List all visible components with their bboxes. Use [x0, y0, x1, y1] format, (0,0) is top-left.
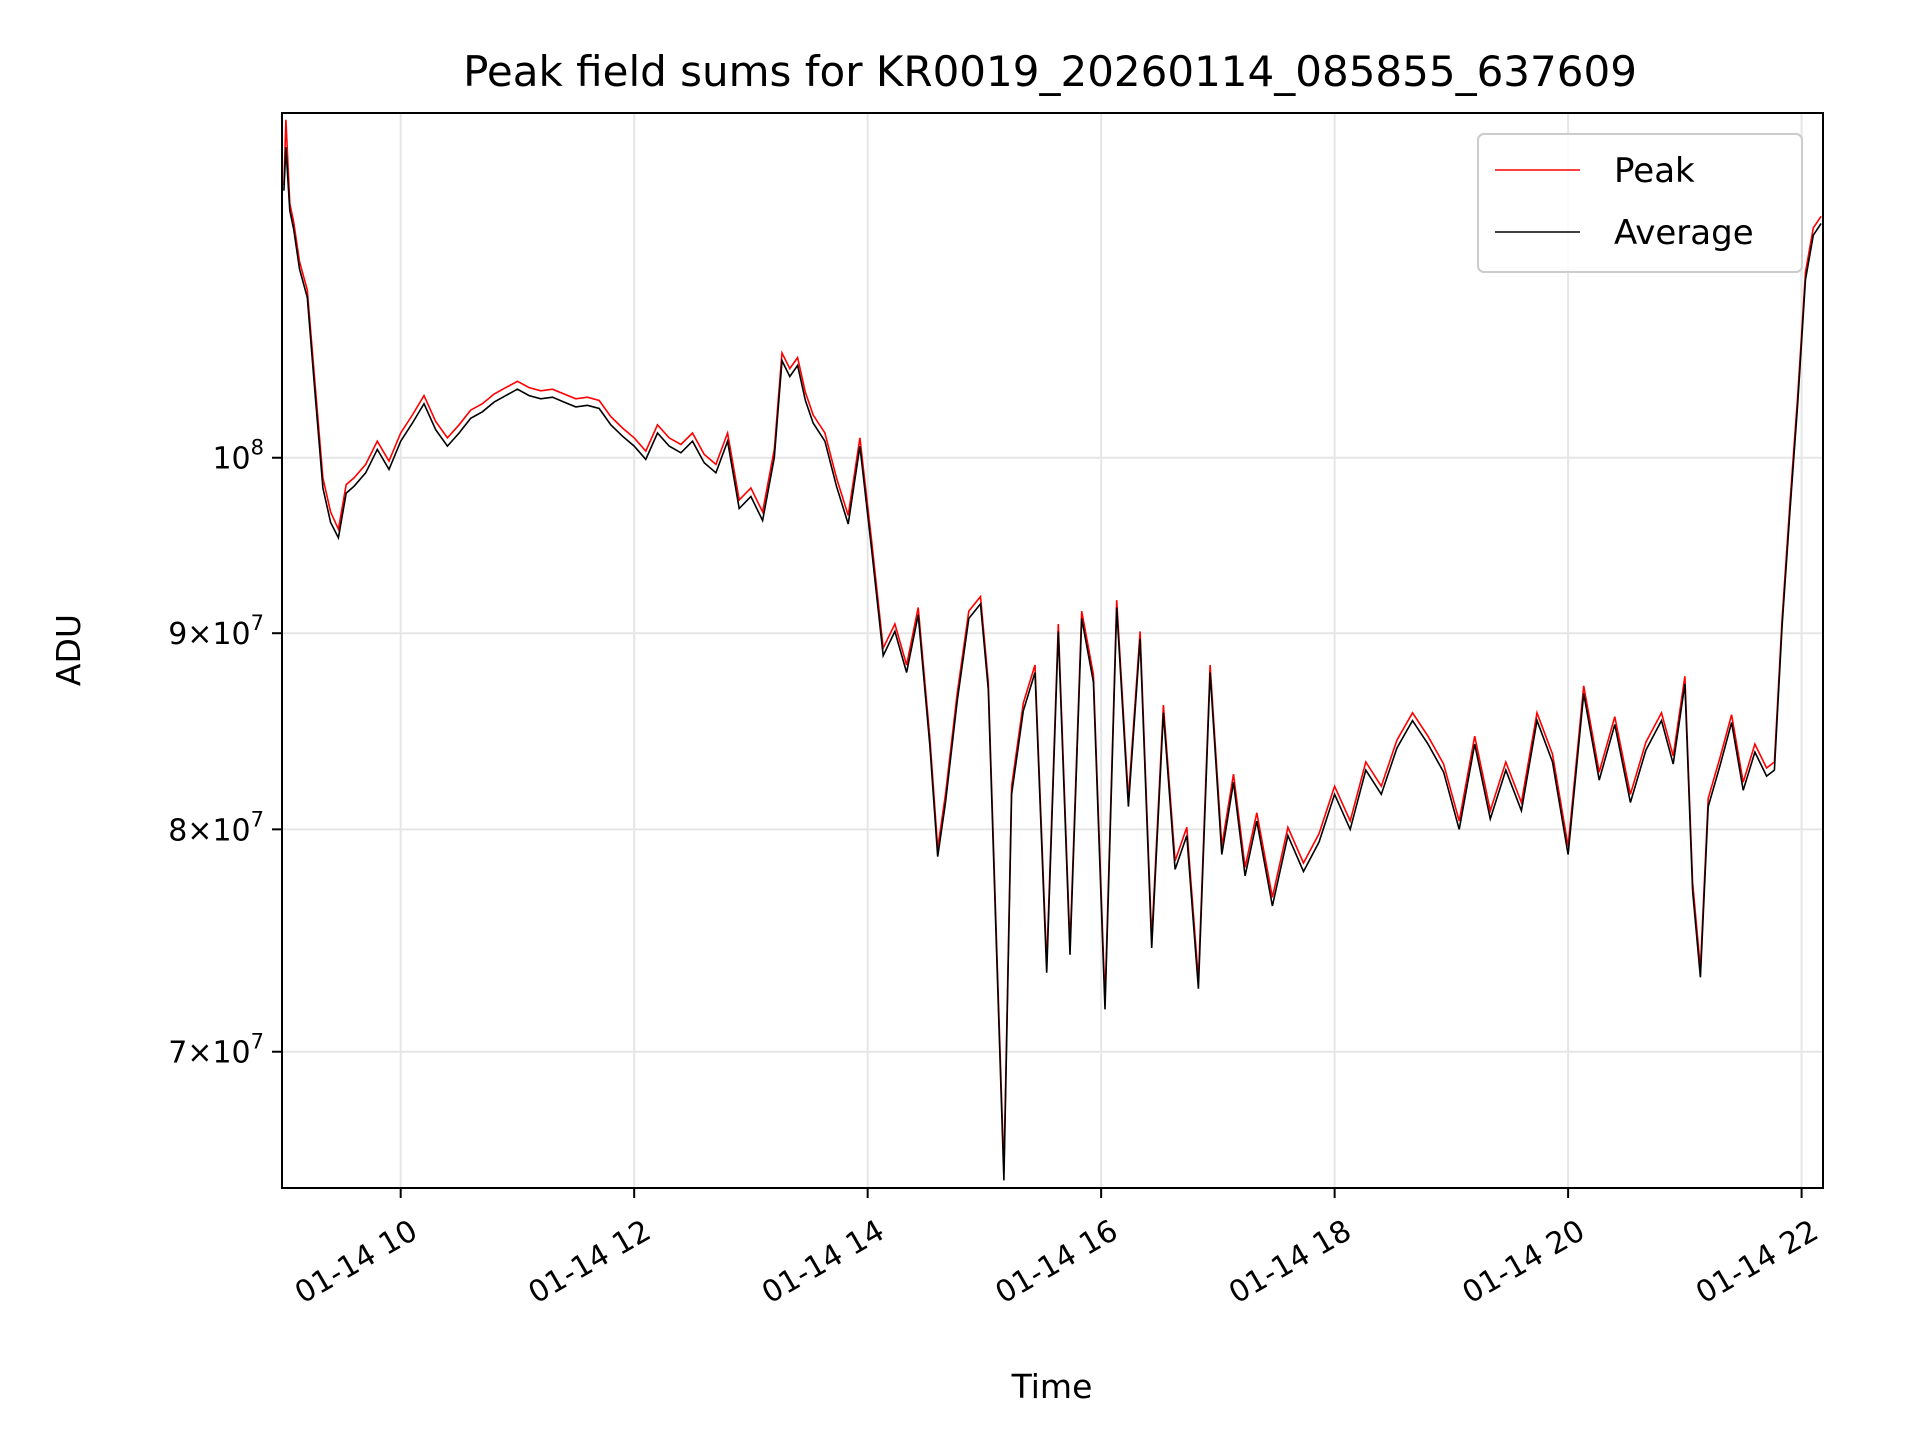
y-tick-label: 9×107: [168, 611, 264, 652]
y-tick-label: 7×107: [168, 1030, 264, 1071]
series-line-average: [283, 147, 1822, 1181]
chart-title: Peak field sums for KR0019_20260114_0858…: [463, 47, 1637, 96]
series-group: [283, 119, 1822, 1181]
legend-box: [1477, 133, 1803, 273]
y-tick-label: 108: [212, 436, 264, 477]
x-axis-title: Time: [1011, 1367, 1093, 1406]
y-tick-label: 8×107: [168, 807, 264, 848]
grid: [282, 113, 1823, 1188]
legend-label-average: Average: [1614, 213, 1754, 253]
y-axis-ticks: 7×107 8×107 9×107 108: [168, 436, 282, 1071]
legend: Peak Average: [1477, 133, 1803, 273]
y-axis-title: ADU: [49, 614, 88, 686]
legend-label-peak: Peak: [1614, 151, 1695, 191]
plot-frame: [281, 112, 1824, 1189]
